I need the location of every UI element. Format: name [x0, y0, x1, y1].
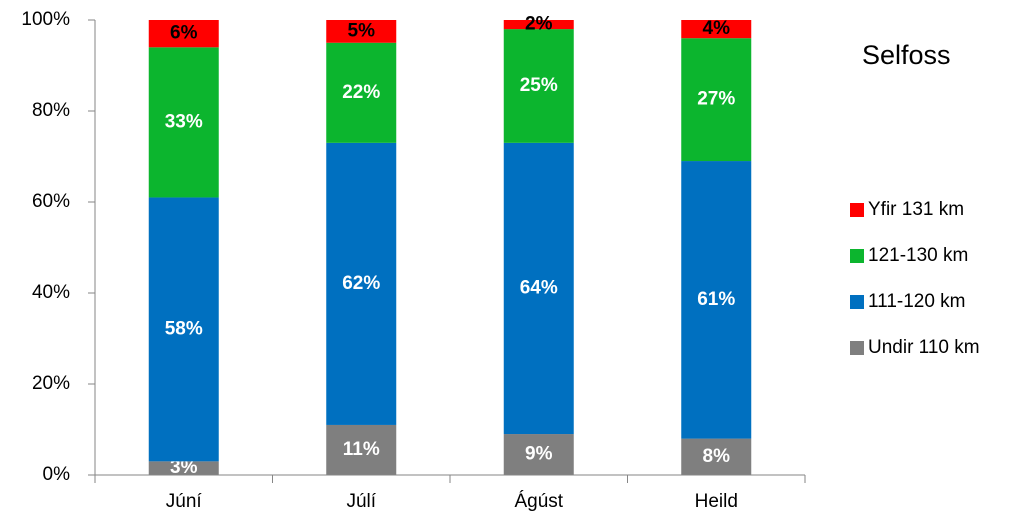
data-label: 4% — [703, 18, 731, 39]
data-label: 9% — [525, 444, 553, 465]
legend-swatch — [850, 341, 864, 355]
y-tick-label: 40% — [32, 282, 70, 303]
data-label: 8% — [703, 446, 731, 467]
legend-label: Undir 110 km — [868, 337, 980, 358]
legend-label: 111-120 km — [868, 291, 966, 312]
y-tick-label: 0% — [43, 464, 71, 485]
data-label: 33% — [165, 111, 203, 132]
bar-segment — [326, 424, 397, 475]
data-label: 58% — [165, 318, 203, 339]
data-label: 5% — [348, 20, 376, 41]
bar-segment — [503, 20, 574, 30]
bar-segment — [681, 38, 752, 162]
y-tick-label: 80% — [32, 100, 70, 121]
legend-swatch — [850, 249, 864, 263]
y-tick-label: 60% — [32, 191, 70, 212]
x-tick-label: Júní — [166, 491, 203, 512]
data-label: 27% — [697, 89, 735, 110]
chart-title: Selfoss — [862, 40, 951, 70]
bar-segment — [681, 161, 752, 439]
bar-segment — [148, 461, 219, 475]
y-tick-label: 100% — [21, 9, 70, 30]
legend-swatch — [850, 203, 864, 217]
legend-label: Yfir 131 km — [868, 199, 964, 220]
data-label: 2% — [525, 14, 553, 35]
bar-segment — [326, 42, 397, 143]
bar-segment — [148, 47, 219, 198]
data-label: 25% — [520, 75, 558, 96]
data-label: 61% — [697, 289, 735, 310]
data-label: 3% — [170, 457, 198, 478]
x-tick-label: Ágúst — [514, 491, 563, 512]
legend-swatch — [850, 295, 864, 309]
y-tick-label: 20% — [32, 373, 70, 394]
data-label: 11% — [343, 439, 380, 460]
data-label: 62% — [342, 273, 380, 294]
bar-segment — [148, 197, 219, 462]
x-tick-label: Heild — [695, 491, 738, 512]
bar-segment — [148, 20, 219, 48]
legend-label: 121-130 km — [868, 245, 968, 266]
bar-segment — [326, 142, 397, 425]
x-tick-label: Júlí — [346, 491, 376, 512]
bar-segment — [326, 20, 397, 43]
bar-segment — [503, 29, 574, 143]
bar-segment — [503, 142, 574, 435]
data-label: 6% — [170, 23, 198, 44]
data-label: 64% — [520, 277, 558, 298]
bar-segment — [681, 20, 752, 39]
data-label: 22% — [342, 82, 380, 103]
bar-segment — [681, 438, 752, 475]
bar-segment — [503, 434, 574, 475]
